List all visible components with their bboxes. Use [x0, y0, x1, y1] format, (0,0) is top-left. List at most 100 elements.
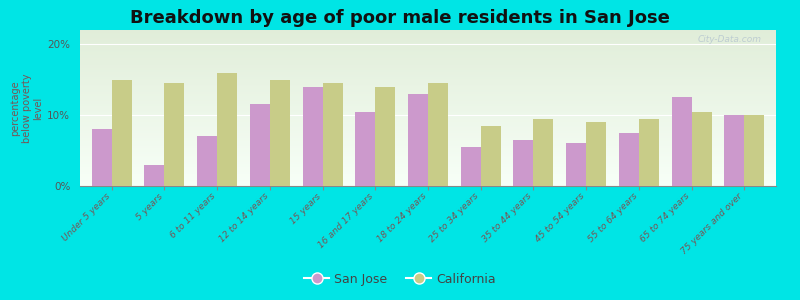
Bar [80, 101, 776, 102]
Bar [80, 133, 776, 134]
Bar [355, 112, 375, 186]
Bar [639, 118, 659, 186]
Bar [80, 53, 776, 54]
Bar [80, 30, 776, 31]
Bar [80, 154, 776, 155]
Bar [80, 63, 776, 64]
Bar [80, 116, 776, 117]
Bar [80, 75, 776, 76]
Bar [80, 146, 776, 148]
Bar [80, 64, 776, 65]
Bar [80, 87, 776, 88]
Bar [80, 140, 776, 141]
Bar [80, 115, 776, 116]
Bar [80, 169, 776, 170]
Bar [80, 83, 776, 84]
Bar [80, 68, 776, 70]
Bar [80, 49, 776, 50]
Bar [80, 175, 776, 176]
Bar [80, 152, 776, 153]
Bar [80, 139, 776, 140]
Bar [80, 54, 776, 55]
Bar [80, 182, 776, 183]
Bar [672, 98, 692, 186]
Bar [80, 35, 776, 36]
Bar [80, 37, 776, 38]
Y-axis label: percentage
below poverty
level: percentage below poverty level [10, 73, 43, 143]
Bar [80, 34, 776, 35]
Bar [302, 87, 322, 186]
Bar [80, 184, 776, 185]
Bar [80, 173, 776, 175]
Bar [80, 176, 776, 177]
Bar [80, 110, 776, 111]
Bar [80, 77, 776, 78]
Bar [80, 74, 776, 75]
Bar [80, 33, 776, 34]
Bar [80, 89, 776, 90]
Bar [724, 115, 744, 186]
Bar [80, 171, 776, 172]
Bar [461, 147, 481, 186]
Bar [586, 122, 606, 186]
Bar [80, 130, 776, 131]
Bar [80, 66, 776, 68]
Bar [80, 177, 776, 178]
Bar [80, 50, 776, 51]
Bar [80, 164, 776, 165]
Legend: San Jose, California: San Jose, California [299, 268, 501, 291]
Bar [80, 80, 776, 81]
Bar [197, 136, 217, 186]
Bar [80, 55, 776, 56]
Bar [80, 92, 776, 93]
Bar [80, 128, 776, 129]
Bar [80, 38, 776, 39]
Bar [80, 52, 776, 53]
Bar [80, 141, 776, 142]
Bar [322, 83, 342, 186]
Bar [80, 93, 776, 94]
Bar [80, 104, 776, 105]
Bar [80, 185, 776, 186]
Bar [80, 95, 776, 97]
Bar [80, 158, 776, 159]
Text: Breakdown by age of poor male residents in San Jose: Breakdown by age of poor male residents … [130, 9, 670, 27]
Bar [80, 131, 776, 132]
Bar [80, 181, 776, 182]
Bar [80, 98, 776, 99]
Bar [80, 138, 776, 139]
Bar [80, 39, 776, 41]
Bar [80, 61, 776, 62]
Bar [80, 124, 776, 126]
Bar [534, 118, 554, 186]
Bar [80, 142, 776, 143]
Bar [692, 112, 712, 186]
Bar [80, 100, 776, 101]
Bar [80, 144, 776, 145]
Bar [80, 143, 776, 144]
Bar [80, 118, 776, 119]
Bar [80, 76, 776, 77]
Bar [80, 78, 776, 79]
Bar [80, 159, 776, 160]
Bar [80, 41, 776, 43]
Bar [80, 135, 776, 136]
Bar [80, 155, 776, 156]
Bar [80, 106, 776, 107]
Bar [80, 44, 776, 45]
Bar [80, 157, 776, 158]
Bar [80, 90, 776, 92]
Bar [481, 126, 501, 186]
Bar [80, 160, 776, 161]
Bar [80, 172, 776, 173]
Bar [164, 83, 184, 186]
Bar [80, 86, 776, 87]
Bar [80, 161, 776, 162]
Bar [80, 123, 776, 124]
Bar [80, 183, 776, 184]
Bar [80, 112, 776, 113]
Bar [80, 59, 776, 60]
Bar [80, 82, 776, 83]
Bar [80, 56, 776, 57]
Bar [80, 156, 776, 157]
